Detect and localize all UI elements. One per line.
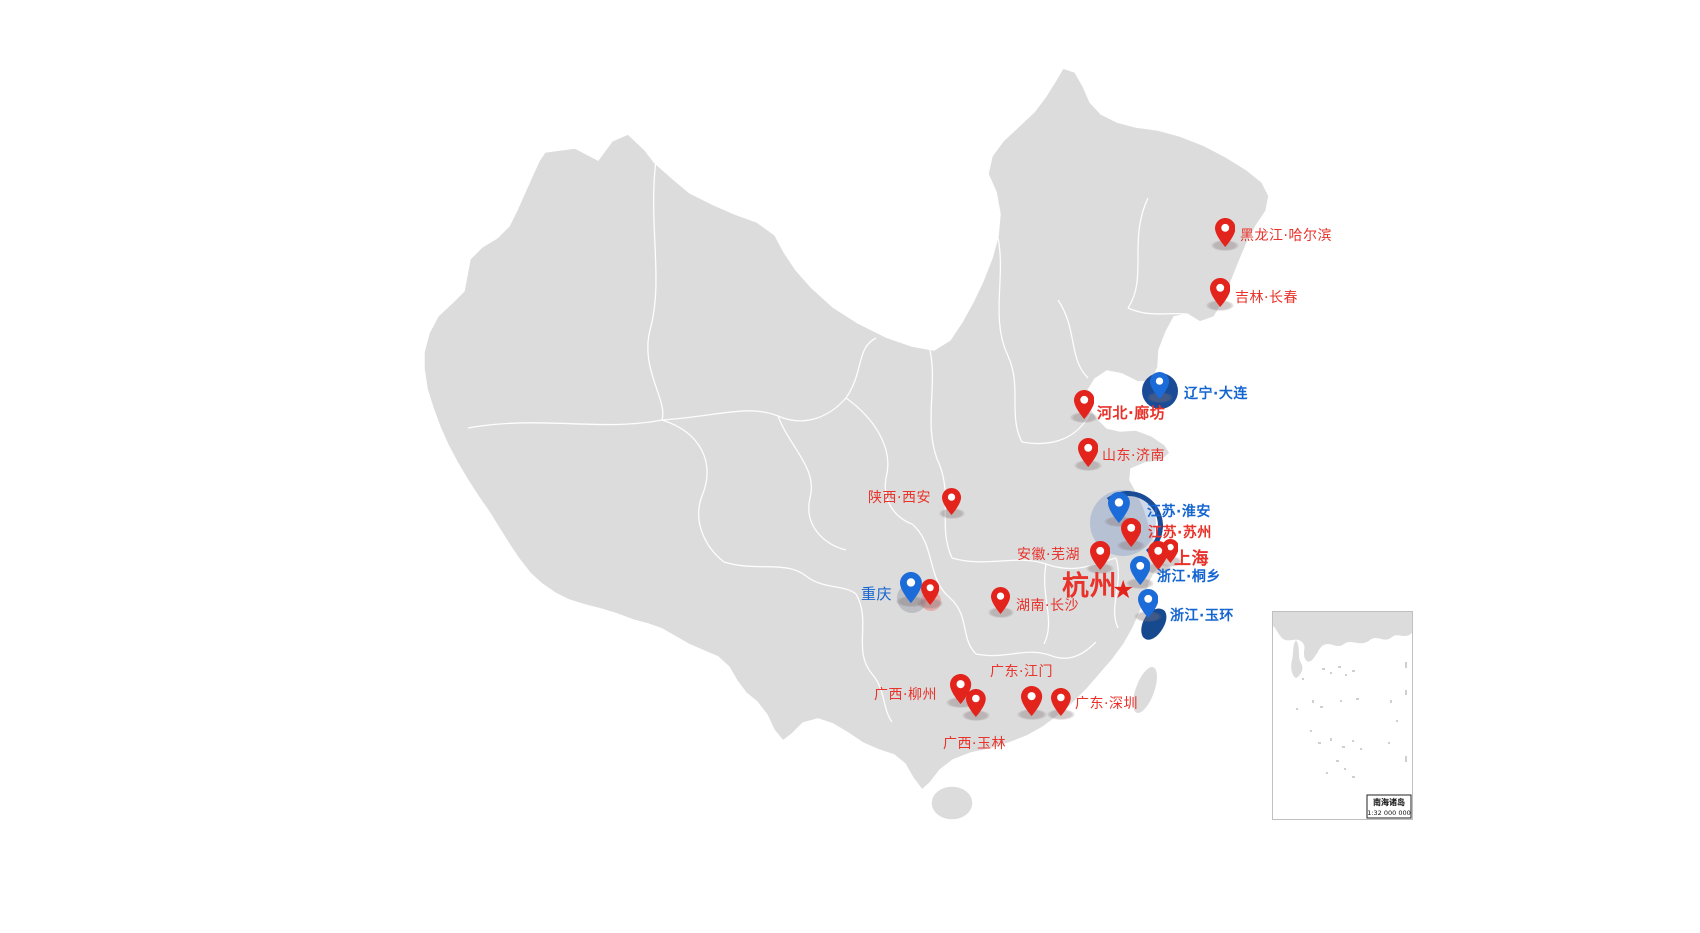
inset-title: 南海诸岛 [1373, 797, 1405, 807]
red-pin-icon[interactable] [966, 689, 986, 717]
city-label-heilongjiang-haerbin: 黑龙江·哈尔滨 [1240, 228, 1332, 244]
blue-pin-icon[interactable] [900, 572, 922, 603]
inset-islands [1296, 662, 1407, 778]
city-label-chongqing: 重庆 [861, 585, 893, 603]
city-label-hebei-langfang: 河北·廊坊 [1097, 404, 1166, 422]
red-pin-icon[interactable] [942, 488, 962, 515]
red-pin-icon[interactable] [1077, 438, 1099, 467]
blue-pin-icon[interactable] [1150, 372, 1170, 399]
city-label-guangdong-shenzhen: 广东·深圳 [1075, 696, 1138, 712]
province-borders [467, 159, 1187, 723]
city-label-hangzhou: 杭州 [1062, 571, 1117, 602]
city-label-zhejiang-yuhuan: 浙江·玉环 [1170, 608, 1234, 624]
inset-scale: 1:32 000 000 [1367, 809, 1411, 817]
city-label-liaoning-dalian: 辽宁·大连 [1184, 386, 1248, 402]
inset-label-box [1366, 794, 1412, 819]
city-label-zhejiang-tongxiang: 浙江·桐乡 [1157, 569, 1221, 585]
city-label-anhui-wuhu: 安徽·芜湖 [1017, 547, 1080, 563]
blue-pin-icon[interactable] [1137, 589, 1159, 618]
city-label-jiangsu-huaian: 江苏·淮安 [1147, 504, 1211, 520]
city-label-guangxi-yulin: 广西·玉林 [943, 736, 1006, 752]
red-pin-icon[interactable] [1021, 686, 1043, 716]
hq-star-icon[interactable]: ★ [1112, 575, 1135, 604]
red-pin-icon[interactable] [1120, 518, 1142, 547]
city-label-shanghai: 上海 [1174, 549, 1209, 569]
blue-pin-icon[interactable] [1108, 492, 1130, 523]
red-pin-icon[interactable] [1147, 541, 1169, 570]
city-label-guangxi-liuzhou: 广西·柳州 [874, 687, 937, 703]
city-label-guangdong-jiangmen: 广东·江门 [990, 664, 1053, 680]
red-pin-icon[interactable] [920, 579, 940, 605]
city-label-jilin-changchun: 吉林·长春 [1235, 290, 1298, 306]
red-pin-icon[interactable] [1089, 541, 1111, 570]
city-label-shandong-jinan: 山东·济南 [1102, 448, 1165, 464]
red-pin-icon[interactable] [1051, 688, 1071, 716]
red-pin-icon[interactable] [991, 587, 1011, 614]
red-pin-icon[interactable] [1073, 390, 1095, 419]
china-outline [423, 67, 1270, 791]
city-label-hunan-changsha: 湖南·长沙 [1016, 598, 1079, 614]
city-label-jiangsu-suzhou: 江苏·苏州 [1148, 525, 1212, 541]
blue-pin-icon[interactable] [1129, 556, 1151, 585]
red-pin-icon[interactable] [950, 674, 972, 704]
taiwan-island [1131, 665, 1159, 715]
south-china-sea-inset: 南海诸岛 1:32 000 000 [1272, 611, 1413, 820]
red-pin-icon[interactable] [1214, 218, 1236, 247]
hainan-island [930, 785, 974, 821]
red-pin-icon[interactable] [1209, 278, 1231, 307]
city-label-shaanxi-xian: 陕西·西安 [868, 490, 931, 506]
